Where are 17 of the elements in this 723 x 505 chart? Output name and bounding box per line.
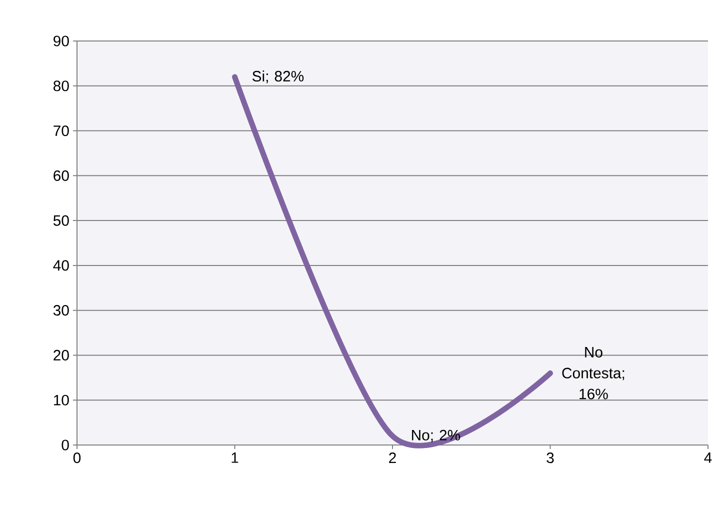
y-tick-label: 0 [62,440,69,450]
x-tick-label: 4 [704,452,712,463]
y-tick-label: 40 [53,260,69,271]
y-tick-label: 90 [54,36,69,46]
x-tick-label: 0 [73,452,81,464]
y-tick-label: 10 [54,394,69,406]
data-label: No Contesta; 16% [562,347,624,400]
y-tick-label: 20 [54,350,69,361]
data-label: Si; 82% [252,70,304,84]
y-tick-label: 30 [53,305,69,316]
y-tick-label: 80 [54,80,69,92]
y-tick-label: 70 [54,125,69,136]
x-tick-label: 1 [232,452,238,463]
x-tick-label: 3 [546,452,554,464]
y-tick-label: 60 [54,170,69,181]
x-tick-label: 2 [389,452,396,463]
y-tick-label: 50 [53,215,69,226]
